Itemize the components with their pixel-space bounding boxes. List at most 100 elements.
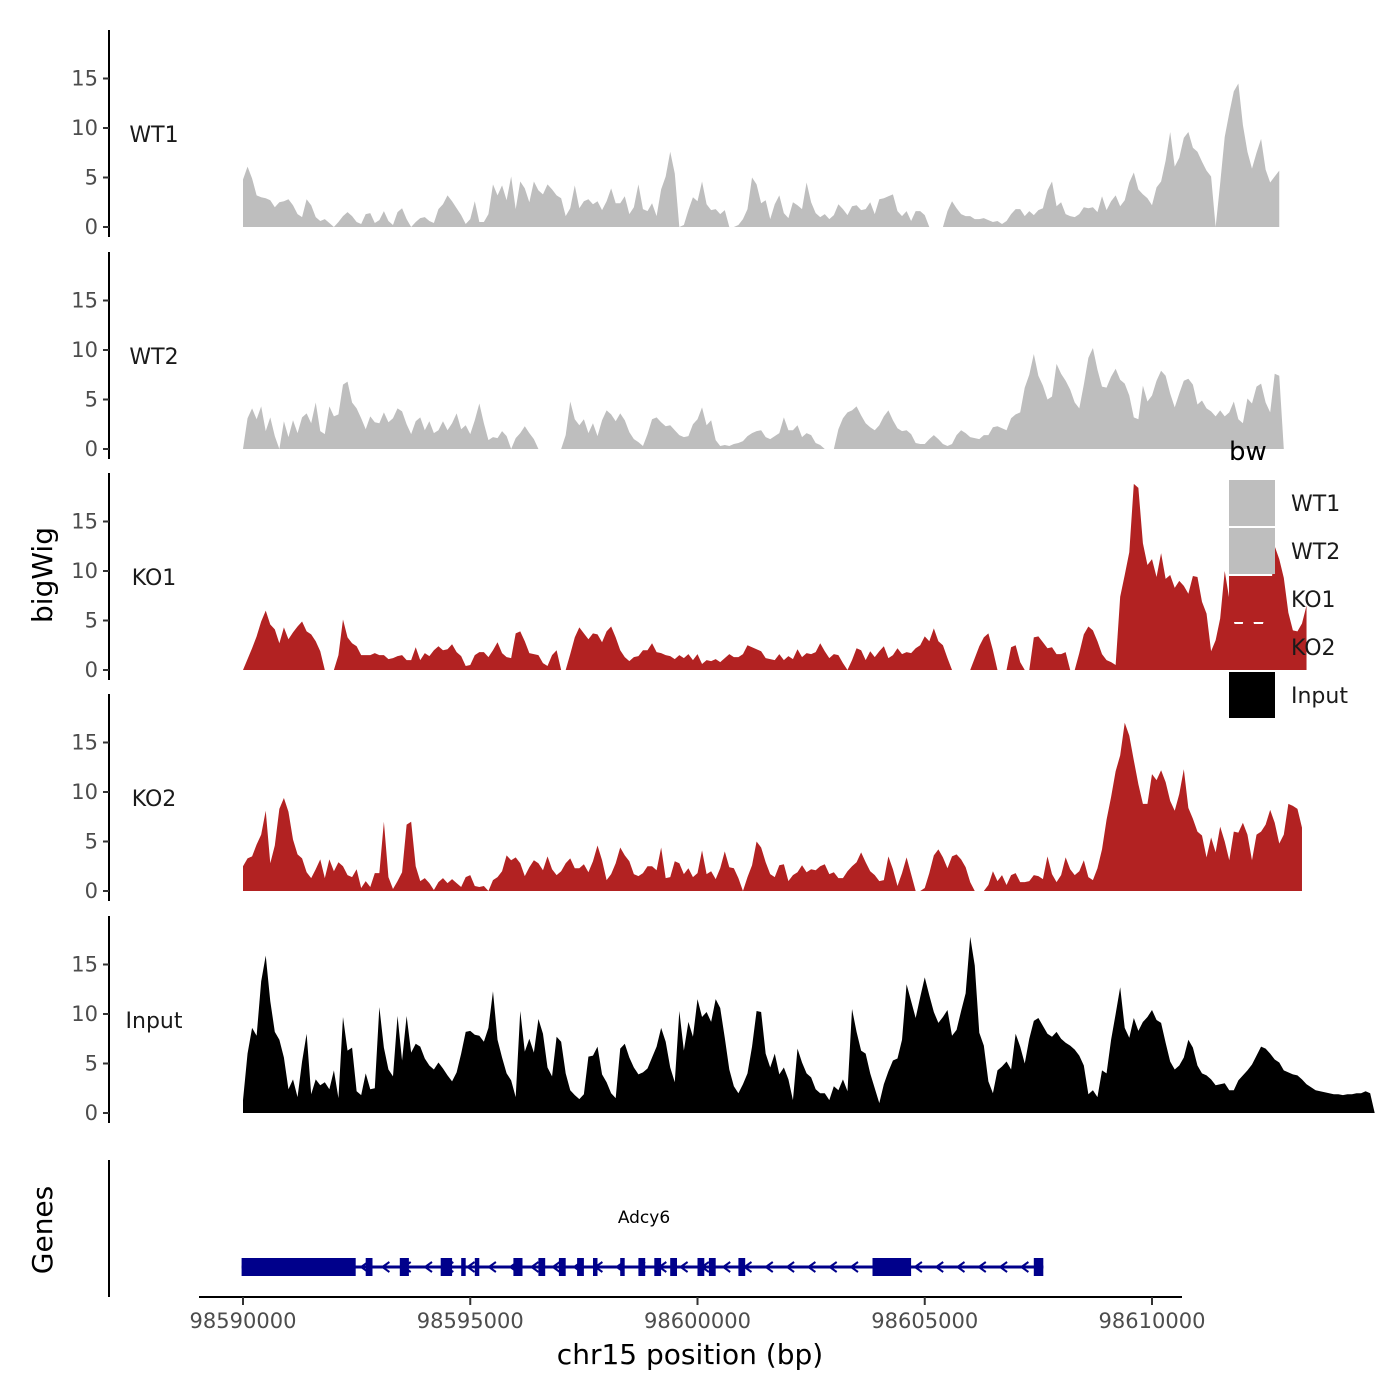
legend-entry-wt2: WT2 — [1229, 528, 1340, 574]
track-input: 0 5 10 15 Input — [71, 916, 1375, 1125]
strand-arrow — [465, 1261, 476, 1273]
legend-swatch — [1229, 624, 1275, 670]
exon-block — [697, 1258, 705, 1276]
track-label-wt1: WT1 — [129, 123, 178, 148]
exon-block — [513, 1258, 523, 1276]
legend-swatch — [1229, 480, 1275, 526]
y-tick-label: 10 — [71, 1002, 98, 1026]
track-label-ko2: KO2 — [132, 787, 177, 812]
exon-block — [440, 1258, 453, 1276]
y-tick-label: 0 — [85, 437, 98, 461]
strand-arrow — [551, 1261, 561, 1273]
y-tick-label: 0 — [85, 1101, 98, 1125]
legend-entry-ko2: KO2 — [1229, 624, 1336, 670]
x-tick-label: 98595000 — [417, 1309, 524, 1333]
strand-arrow — [1019, 1261, 1029, 1273]
strand-arrow — [955, 1261, 966, 1273]
series-area-wt2 — [243, 348, 1284, 449]
exon-block — [399, 1258, 409, 1276]
exon-block — [638, 1258, 646, 1276]
legend-label: WT2 — [1291, 540, 1340, 565]
strand-arrow — [998, 1261, 1008, 1273]
strand-arrow — [827, 1261, 838, 1273]
genes-axis-title: Genes — [26, 1186, 59, 1274]
y-tick-label: 15 — [71, 510, 98, 534]
exon-block — [577, 1258, 584, 1276]
legend-swatch — [1229, 672, 1275, 718]
bigwig-tracks: 0 5 10 15 WT1 0 5 10 15 WT2 0 5 10 15 KO1 0 5 10 15 KO2 0 5 10… — [71, 30, 1375, 1125]
y-tick-label: 10 — [71, 559, 98, 583]
gene-label-adcy6: Adcy6 — [618, 1208, 670, 1228]
exon-block — [474, 1258, 480, 1276]
y-tick-label: 10 — [71, 116, 98, 140]
y-tick-label: 15 — [71, 67, 98, 91]
x-tick-label: 98600000 — [644, 1309, 751, 1333]
strand-arrow — [529, 1261, 540, 1273]
y-tick-label: 5 — [85, 166, 98, 190]
y-tick-label: 15 — [71, 731, 98, 755]
y-tick-label: 0 — [85, 879, 98, 903]
exon-block — [593, 1258, 598, 1276]
y-tick-label: 5 — [85, 388, 98, 412]
strand-arrow — [678, 1261, 689, 1273]
exon-block — [654, 1258, 662, 1276]
series-area-input — [243, 936, 1375, 1113]
strand-arrow — [913, 1261, 923, 1273]
legend-label: WT1 — [1291, 492, 1340, 517]
strand-arrow — [721, 1261, 731, 1273]
exon-block — [708, 1258, 716, 1276]
strand-arrow — [849, 1261, 859, 1273]
strand-arrow — [423, 1261, 433, 1273]
y-tick-label: 0 — [85, 215, 98, 239]
legend-entry-wt1: WT1 — [1229, 480, 1340, 526]
y-axis-title: bigWig — [26, 527, 59, 623]
x-axis-title: chr15 position (bp) — [557, 1338, 823, 1371]
exon-block — [241, 1258, 356, 1276]
legend-swatch — [1229, 576, 1275, 622]
x-tick-label: 98590000 — [190, 1309, 297, 1333]
y-tick-label: 5 — [85, 609, 98, 633]
legend-label: KO1 — [1291, 588, 1336, 613]
exon-block — [538, 1258, 546, 1276]
legend-label: KO2 — [1291, 636, 1336, 661]
genes-panel: Adcy6 — [108, 1160, 1044, 1297]
strand-arrow — [380, 1261, 390, 1273]
x-axis: 98590000 98595000 98600000 98605000 98610000 — [190, 1296, 1206, 1333]
legend-title: bw — [1229, 437, 1267, 467]
y-tick-label: 15 — [71, 289, 98, 313]
y-tick-label: 10 — [71, 780, 98, 804]
track-ko1: 0 5 10 15 KO1 — [71, 473, 1307, 682]
legend-entry-ko1: KO1 — [1229, 576, 1336, 622]
y-tick-label: 5 — [85, 1052, 98, 1076]
track-label-wt2: WT2 — [129, 345, 178, 370]
exon-block — [461, 1258, 466, 1276]
exon-block — [670, 1258, 677, 1276]
track-label-ko1: KO1 — [132, 566, 177, 591]
exon-block — [738, 1258, 746, 1276]
track-wt2: 0 5 10 15 WT2 — [71, 252, 1284, 461]
series-area-ko1 — [243, 483, 1307, 670]
exon-block — [558, 1258, 566, 1276]
strand-arrow — [977, 1261, 987, 1273]
track-ko2: 0 5 10 15 KO2 — [71, 694, 1302, 903]
strand-arrow — [487, 1261, 497, 1273]
x-tick-label: 98605000 — [871, 1309, 978, 1333]
exon-block — [872, 1258, 912, 1276]
y-tick-label: 0 — [85, 658, 98, 682]
x-tick-label: 98610000 — [1099, 1309, 1206, 1333]
track-label-input: Input — [126, 1009, 183, 1034]
strand-arrow — [764, 1261, 774, 1273]
legend: bw WT1 WT2 KO1 KO2 Input — [1229, 437, 1348, 718]
exon-block — [365, 1258, 373, 1276]
legend-label: Input — [1291, 684, 1348, 709]
y-tick-label: 15 — [71, 953, 98, 977]
series-area-wt1 — [243, 83, 1280, 227]
exon-block — [620, 1258, 625, 1276]
transcript-adcy6: Adcy6 — [241, 1208, 1044, 1276]
legend-swatch — [1229, 528, 1275, 574]
strand-arrow — [934, 1261, 944, 1273]
series-area-ko2 — [243, 722, 1302, 891]
exon-block — [1033, 1258, 1044, 1276]
strand-arrow — [785, 1261, 795, 1273]
